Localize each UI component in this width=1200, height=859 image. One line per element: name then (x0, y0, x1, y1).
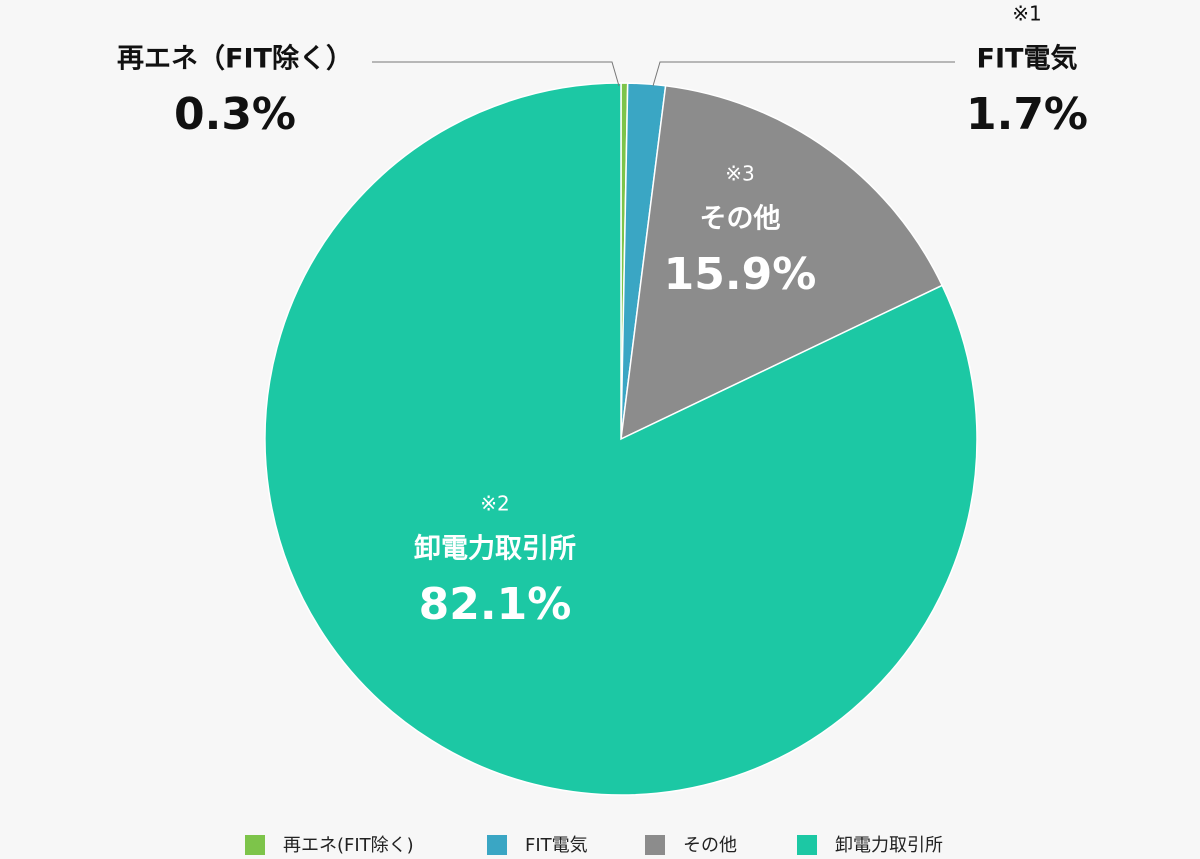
legend-label: 再エネ(FIT除く) (283, 835, 414, 856)
value-label: 1.7% (966, 89, 1088, 140)
value-label: 82.1% (419, 579, 572, 630)
value-label: 15.9% (664, 249, 817, 300)
note-label: ※2 (480, 492, 509, 516)
pie-slice (264, 82, 978, 796)
leader-line (372, 61, 620, 87)
legend-label: FIT電気 (525, 835, 588, 856)
slice-label: 再エネ（FIT除く） (117, 43, 353, 75)
legend-swatch (245, 835, 265, 855)
note-label: ※1 (1012, 2, 1041, 26)
legend-swatch (487, 835, 507, 855)
legend-label: 卸電力取引所 (835, 835, 943, 856)
leader-line (652, 61, 955, 87)
legend-swatch (797, 835, 817, 855)
slice-label: FIT電気 (977, 43, 1078, 75)
legend-label: その他 (683, 835, 737, 856)
value-label: 0.3% (174, 89, 296, 140)
pie-slice (620, 84, 944, 441)
legend-swatch (645, 835, 665, 855)
note-label: ※3 (725, 162, 754, 186)
slice-label: 卸電力取引所 (414, 533, 576, 565)
slice-label: その他 (700, 204, 781, 235)
